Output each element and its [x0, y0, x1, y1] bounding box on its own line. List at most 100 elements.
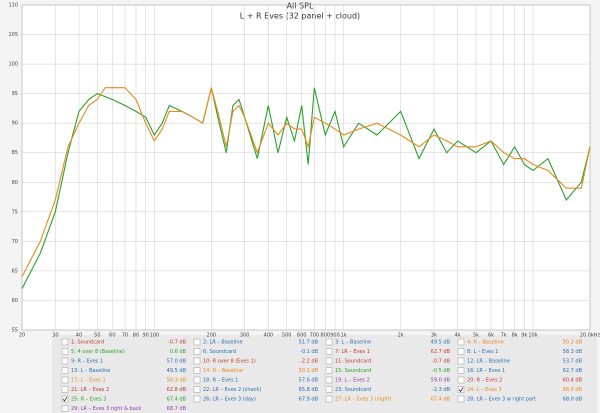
y-tick-label: 55 — [12, 328, 18, 334]
legend-checkbox — [61, 357, 69, 365]
y-tick-label: 60 — [12, 298, 18, 304]
legend-checkbox — [325, 376, 333, 384]
legend-checkbox — [61, 338, 69, 346]
legend-checkbox — [457, 338, 465, 346]
legend-level: 58.3 dB — [167, 378, 187, 384]
x-tick-label: 30 — [52, 333, 58, 339]
legend-label: 3: L – Baseline — [335, 340, 371, 346]
legend-label: 1: Soundcard — [71, 340, 104, 346]
legend-checkbox — [193, 376, 201, 384]
legend-checkbox — [61, 386, 69, 393]
legend-checkbox — [61, 395, 69, 403]
legend-label: 2: LR – Baseline — [203, 340, 243, 346]
legend-checkbox — [193, 357, 201, 365]
legend-label: 26: LR – Eves 3 (day) — [203, 397, 256, 403]
y-tick-label: 110 — [8, 3, 18, 9]
legend-checkbox — [325, 357, 333, 365]
x-tick-label: 1k — [341, 333, 347, 339]
legend-label: 8: L – Eves 1 — [467, 349, 499, 355]
legend-checkbox — [193, 338, 201, 346]
legend-level: 49.5 dB — [431, 340, 451, 346]
x-tick-label: 40 — [76, 333, 82, 339]
legend-label: 29: LR – Eves 3 right & back — [71, 406, 142, 412]
legend-level: 68.0 dB — [563, 387, 583, 393]
x-tick-label: 500 — [282, 333, 292, 339]
legend-level: 65.8 dB — [299, 387, 319, 393]
x-tick-label: 4k — [455, 333, 461, 339]
x-tick-label: 60 — [109, 333, 115, 339]
legend-checkbox — [325, 367, 333, 374]
legend-level: 49.5 dB — [167, 368, 187, 374]
legend-level: 67.4 dB — [431, 397, 451, 403]
x-tick-label: 7k — [501, 333, 507, 339]
y-tick-label: 90 — [12, 121, 18, 127]
x-tick-label: 50 — [94, 333, 100, 339]
legend-level: 0.6 dB — [170, 349, 187, 355]
legend-label: 4: R – Baseline — [467, 340, 504, 346]
y-tick-label: 105 — [8, 32, 18, 38]
legend-label: 27: LR – Eves 3 (night) — [335, 397, 392, 403]
legend-label: 24: L – Eves 3 — [467, 387, 502, 393]
legend-label: 25: R – Eves 3 — [71, 397, 106, 403]
legend-label: 15: Soundcard — [335, 368, 371, 374]
legend-checkbox — [457, 348, 465, 355]
chart-subtitle: L + R Eves (32 panel + cloud) — [240, 12, 360, 21]
legend-label: 22: LR – Eves 2 (check) — [203, 387, 261, 393]
legend-label: 28: LR – Eves 3 w right part — [467, 397, 536, 403]
legend-checkbox — [61, 367, 69, 374]
legend-checkbox — [457, 386, 465, 393]
legend-level: 67.4 dB — [167, 397, 187, 403]
legend-checkbox — [457, 395, 465, 403]
x-tick-label: 600 — [297, 333, 307, 339]
legend-checkbox — [457, 367, 465, 374]
legend-checkbox — [325, 395, 333, 403]
legend-level: 50.2 dB — [299, 368, 319, 374]
x-tick-label: 200 — [207, 333, 217, 339]
legend-label: 9: R – Eves 1 — [71, 359, 103, 365]
legend-label: 13: L – Baseline — [71, 368, 110, 374]
x-tick-label: 300 — [240, 333, 250, 339]
x-tick-label: 400 — [264, 333, 274, 339]
legend-label: 10: R over 8 (Eves 1) — [203, 359, 256, 365]
x-tick-label: 8k — [512, 333, 518, 339]
x-tick-label: 20 — [19, 333, 25, 339]
legend-level: -0.1 dB — [300, 349, 319, 355]
x-tick-label: 6k — [488, 333, 494, 339]
legend-level: 57.0 dB — [167, 359, 187, 365]
legend-label: 6: Soundcard — [203, 349, 236, 355]
x-tick-label: 100 — [150, 333, 160, 339]
legend-level: 67.9 dB — [299, 397, 319, 403]
legend-level: 53.7 dB — [563, 359, 583, 365]
y-tick-label: 75 — [12, 209, 18, 215]
y-tick-label: 80 — [12, 180, 18, 186]
legend-label: 20: R – Eves 2 — [467, 378, 502, 384]
y-tick-label: 100 — [8, 62, 18, 68]
legend-level: 57.6 dB — [299, 378, 319, 384]
legend-label: 12: LR – Baseline — [467, 359, 510, 365]
legend-level: -0.5 dB — [432, 368, 451, 374]
legend-level: -2.2 dB — [300, 359, 319, 365]
x-tick-label: 80 — [133, 333, 139, 339]
y-tick-label: 95 — [12, 91, 18, 97]
x-tick-label: 700 — [310, 333, 320, 339]
legend-level: 62.7 dB — [563, 368, 583, 374]
legend-checkbox — [61, 348, 69, 355]
legend-level: 62.7 dB — [431, 349, 451, 355]
legend-checkmark — [458, 387, 464, 393]
legend-level: 59.0 dB — [431, 378, 451, 384]
x-tick-label: 90 — [142, 333, 148, 339]
legend-panel — [52, 335, 597, 413]
x-tick-label: 20.0kHz — [580, 333, 600, 339]
legend-checkbox — [325, 348, 333, 355]
legend-label: 17: L – Eves 1 — [71, 378, 106, 384]
legend-label: 19: L – Eves 2 — [335, 378, 370, 384]
legend-checkbox — [325, 338, 333, 346]
legend-level: 51.7 dB — [299, 340, 319, 346]
legend-label: 5: 4 over 8 (Baseline) — [71, 349, 125, 355]
series-line — [21, 87, 591, 278]
legend-label: 18: R – Eves 1 — [203, 378, 238, 384]
legend-label: 21: LR – Eves 2 — [71, 387, 109, 393]
x-tick-label: 3k — [431, 333, 437, 339]
legend-checkbox — [457, 376, 465, 384]
legend-level: 58.3 dB — [563, 349, 583, 355]
